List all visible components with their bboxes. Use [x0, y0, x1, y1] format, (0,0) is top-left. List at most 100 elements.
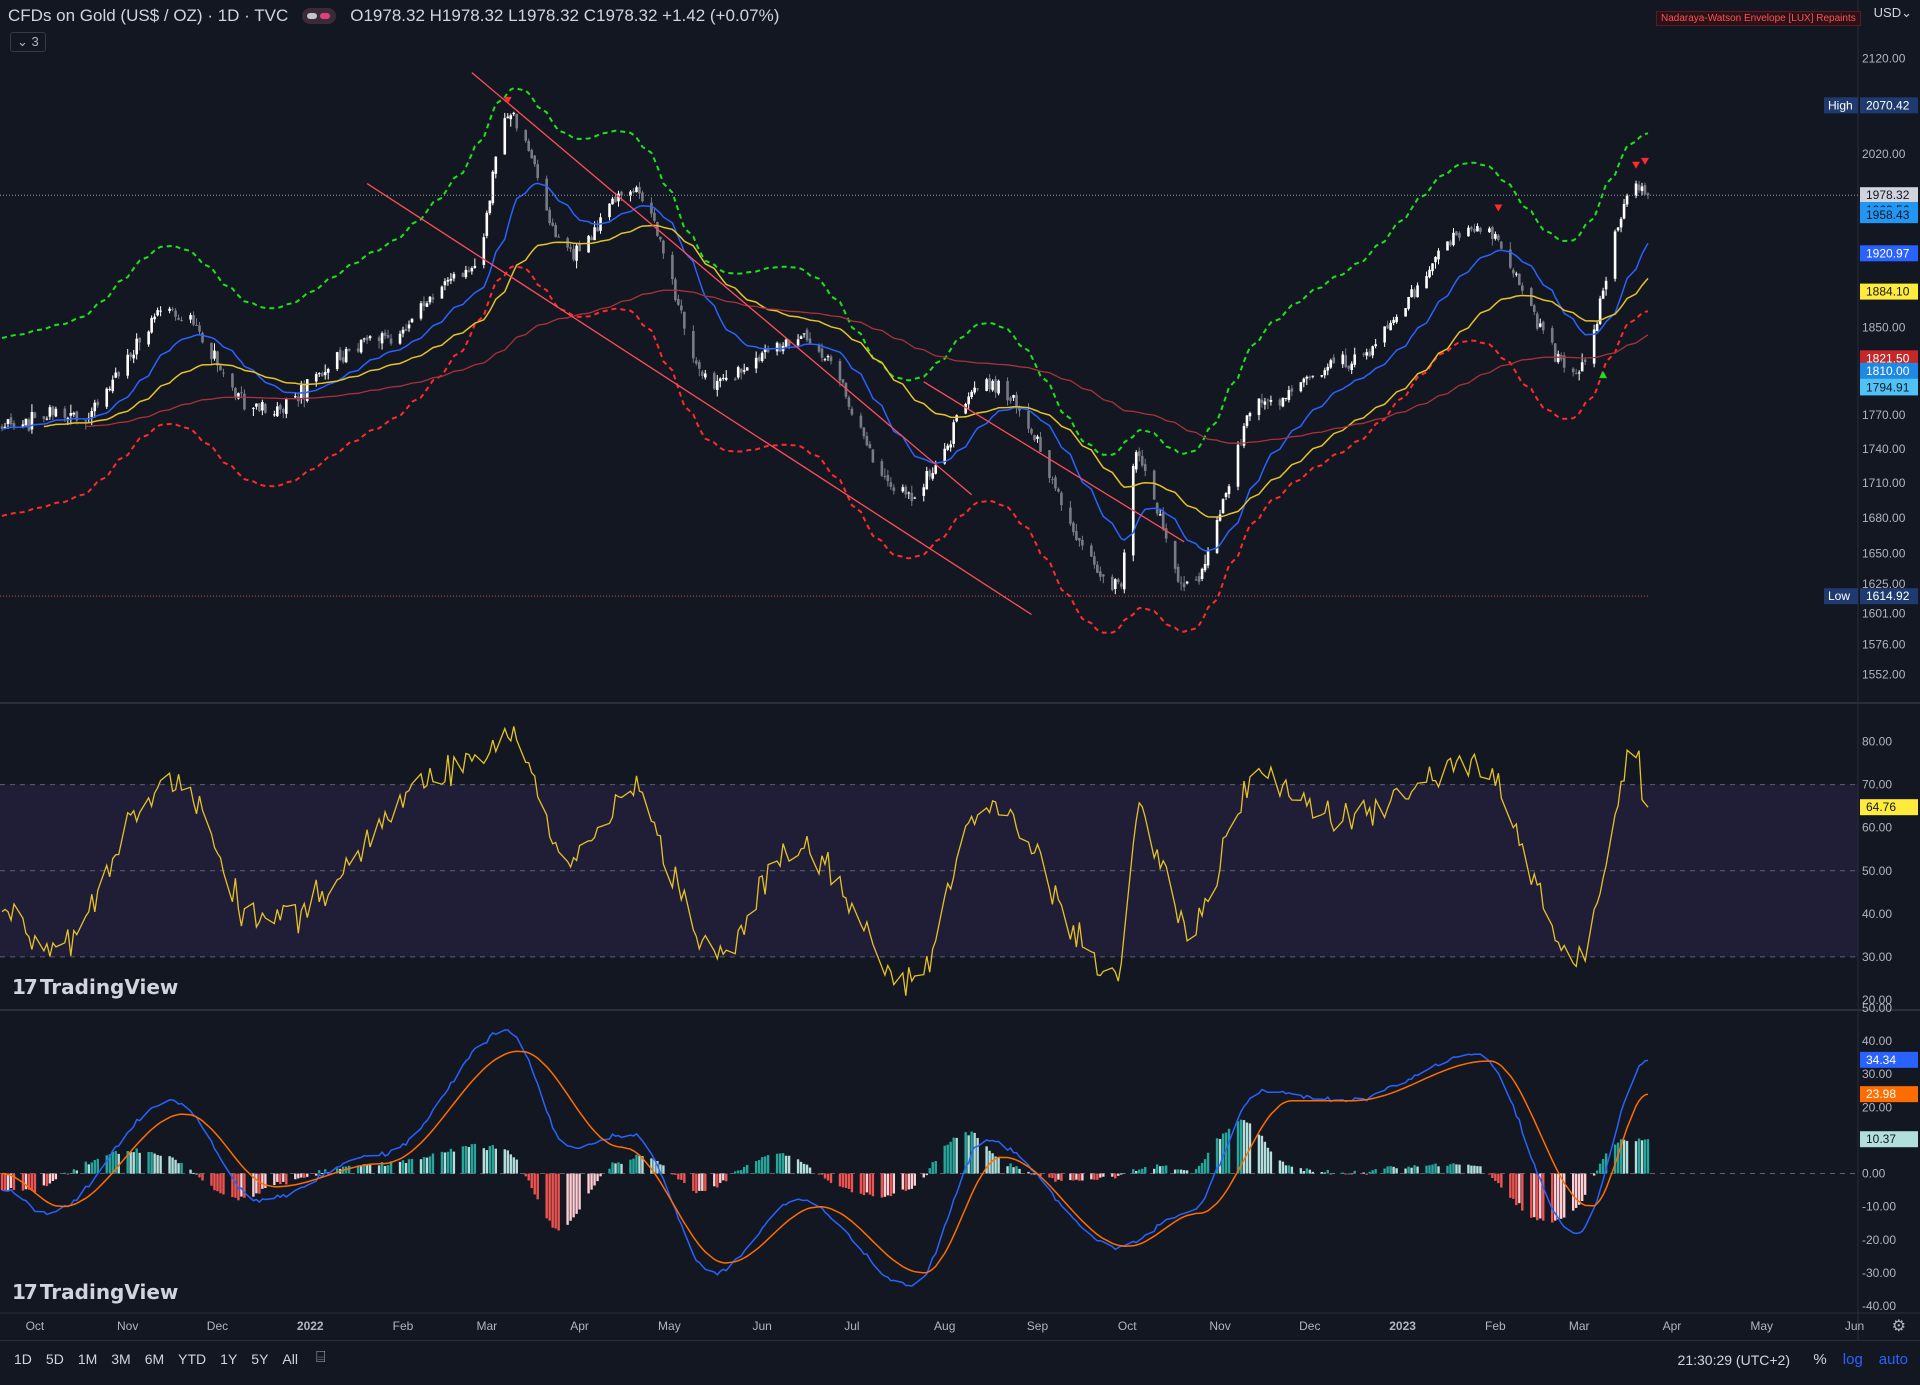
candle-body [1182, 583, 1186, 588]
visibility-toggle-icon[interactable] [302, 8, 337, 24]
price-tick-label: 1680.00 [1862, 511, 1906, 525]
candle-body [1257, 398, 1261, 416]
sell-signal-marker [1494, 204, 1503, 212]
candle-body [138, 337, 141, 343]
timeframe-1m[interactable]: 1M [77, 1351, 98, 1367]
macd-histogram-bar [1278, 1160, 1282, 1174]
macd-histogram-bar [255, 1173, 258, 1194]
settings-gear-icon[interactable]: ⚙ [1891, 1318, 1906, 1335]
candle-body [1221, 499, 1225, 514]
candle-body [1281, 397, 1285, 407]
candle-body [530, 150, 534, 159]
macd-histogram-bar [1571, 1173, 1575, 1211]
date-range-icon[interactable]: ⌸ [316, 1349, 326, 1366]
macd-histogram-bar [859, 1173, 863, 1194]
candle-body [285, 398, 288, 414]
candle-body [1194, 579, 1198, 581]
candle-body [1069, 507, 1072, 524]
candle-body [850, 408, 854, 415]
macd-histogram-bar [428, 1156, 432, 1174]
candle-body [428, 296, 432, 303]
candle-body [443, 281, 447, 286]
timeframe-3m[interactable]: 3M [111, 1351, 131, 1367]
currency-selector[interactable]: USD⌄ [1873, 5, 1912, 20]
macd-histogram-bar [656, 1161, 659, 1174]
macd-histogram-bar [680, 1173, 683, 1180]
candle-body [1515, 273, 1518, 275]
macd-histogram-bar [1470, 1165, 1473, 1174]
candle-body [117, 372, 121, 377]
candle-body [1637, 184, 1641, 191]
macd-histogram-bar [1407, 1166, 1410, 1174]
symbol-title[interactable]: CFDs on Gold (US$ / OZ) · 1D · TVC [8, 6, 289, 25]
candle-body [482, 237, 486, 265]
candle-body [829, 356, 833, 362]
macd-histogram-bar [1530, 1173, 1533, 1218]
macd-histogram-bar [596, 1173, 599, 1182]
candle-body [1601, 290, 1605, 299]
auto-scale-button[interactable]: auto [1878, 1351, 1908, 1368]
percent-scale-button[interactable]: % [1813, 1351, 1827, 1368]
candle-body [572, 248, 575, 260]
candle-body [554, 224, 557, 237]
log-scale-button[interactable]: log [1842, 1351, 1863, 1368]
candle-body [192, 315, 195, 325]
timeframe-5y[interactable]: 5Y [251, 1351, 269, 1367]
macd-histogram-bar [1536, 1173, 1539, 1221]
indicator-label[interactable]: Nadaraya-Watson Envelope [LUX] Repaints [1656, 11, 1861, 26]
candle-body [1574, 373, 1578, 375]
candle-body [1009, 397, 1012, 401]
candle-body [258, 403, 261, 412]
candle-body [677, 298, 680, 305]
indicators-collapse-button[interactable]: ⌄ 3 [10, 32, 46, 52]
macd-histogram-bar [147, 1152, 150, 1174]
candle-body [1197, 576, 1201, 582]
timeframe-5d[interactable]: 5D [45, 1351, 64, 1367]
macd-histogram-bar [928, 1168, 931, 1174]
macd-value: 34.34 [1866, 1053, 1896, 1067]
clock[interactable]: 21:30:29 (UTC+2) [1677, 1352, 1790, 1368]
candle-body [1143, 464, 1147, 471]
candle-body [1452, 232, 1455, 246]
macd-histogram-bar [1299, 1168, 1303, 1174]
sell-signal-marker [1632, 161, 1641, 169]
timeframe-all[interactable]: All [282, 1351, 298, 1367]
macd-histogram-bar [240, 1173, 243, 1197]
candle-body [650, 202, 653, 214]
timeframe-6m[interactable]: 6M [144, 1351, 165, 1367]
candle-body [1054, 477, 1057, 489]
macd-histogram-bar [1583, 1173, 1587, 1195]
candle-body [1529, 288, 1533, 307]
rsi-band [0, 784, 1858, 957]
candle-body [264, 404, 267, 413]
candle-body [12, 423, 16, 428]
timeframe-ytd[interactable]: YTD [178, 1351, 207, 1367]
macd-histogram-bar [719, 1173, 722, 1183]
macd-histogram-bar [93, 1160, 96, 1174]
macd-histogram-bar [1215, 1138, 1219, 1174]
ohlc-readout: O1978.32 H1978.32 L1978.32 C1978.32 +1.4… [350, 6, 780, 25]
macd-histogram-bar [763, 1156, 767, 1174]
macd-histogram-bar [1203, 1159, 1207, 1174]
candle-body [30, 411, 34, 430]
candle-body [491, 171, 495, 204]
candle-body [1577, 372, 1581, 374]
macd-histogram-bar [883, 1173, 887, 1197]
rsi-tick-label: 60.00 [1862, 821, 1892, 835]
candle-body [883, 475, 887, 477]
macd-histogram-bar [635, 1154, 638, 1174]
macd-histogram-bar [533, 1173, 536, 1195]
timeframe-1d[interactable]: 1D [14, 1351, 32, 1367]
macd-histogram-bar [1580, 1173, 1584, 1202]
macd-histogram-bar [1509, 1173, 1512, 1198]
timeframe-1y[interactable]: 1Y [220, 1351, 238, 1367]
macd-histogram-bar [1284, 1165, 1288, 1174]
candle-body [69, 412, 73, 416]
macd-histogram-bar [527, 1173, 530, 1181]
candle-body [1311, 375, 1315, 377]
price-tick-label: 1770.00 [1862, 408, 1906, 422]
candle-body [1425, 276, 1428, 289]
macd-histogram-bar [294, 1173, 297, 1180]
macd-histogram-bar [171, 1157, 174, 1174]
